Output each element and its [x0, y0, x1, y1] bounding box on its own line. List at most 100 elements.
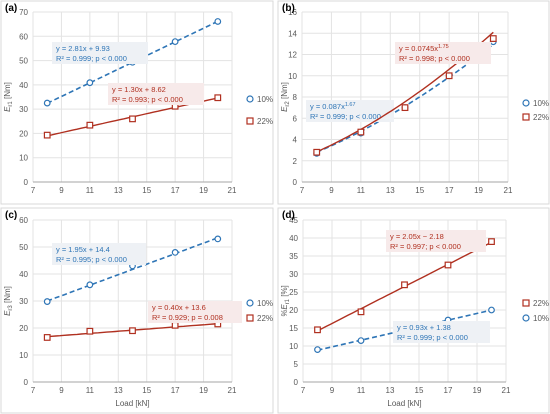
equation-box — [306, 100, 394, 122]
y-tick-label: 40 — [19, 81, 28, 90]
x-tick-label: 21 — [504, 186, 513, 195]
x-tick-label: 11 — [86, 386, 95, 395]
chart-panel-3: 0 5 10 15 20 25 30 35 40 45 7 9 11 13 15 17 19 21 (d) %Er1 … — [277, 207, 550, 414]
equation-text: y = 1.30x + 8.62 — [112, 85, 166, 94]
data-point — [489, 35, 497, 42]
y-axis-label-subscript: r3 — [8, 305, 14, 311]
y-tick-label: 30 — [19, 297, 28, 306]
equation-box — [386, 230, 486, 252]
data-point — [214, 18, 222, 25]
y-axis-label-unit: [Nm] — [280, 82, 289, 101]
y-tick-label: 35 — [289, 252, 298, 261]
x-tick-label: 13 — [386, 186, 395, 195]
x-tick-label: 11 — [357, 386, 366, 395]
equation-exponent: 1.67 — [345, 102, 356, 108]
y-axis-label-unit: [Nm] — [3, 82, 12, 101]
y-axis-label-subscript: r1 — [8, 101, 14, 107]
y-tick-label: 40 — [19, 270, 28, 279]
x-tick-label: 9 — [329, 186, 334, 195]
equation-main: y = 0.0745x — [399, 44, 438, 53]
equation-box — [148, 301, 242, 323]
x-tick-label: 21 — [228, 386, 237, 395]
chart-panel-0: 0 10 20 30 40 50 60 70 7 9 11 13 15 17 19 21 (a) Er1 [Nm]… — [0, 0, 274, 205]
data-point — [86, 327, 94, 335]
y-axis-label-subscript: r1 — [285, 298, 291, 304]
data-point — [43, 99, 51, 107]
y-tick-label: 12 — [288, 51, 297, 60]
data-point — [43, 131, 51, 139]
y-axis-label: %Er1 [%] — [280, 285, 291, 317]
legend-label: 10% — [533, 314, 549, 323]
r2-text: R² = 0.999; p < 0.000 — [397, 333, 468, 342]
x-tick-label: 19 — [474, 186, 483, 195]
x-tick-label: 17 — [171, 186, 180, 195]
x-tick-label: 13 — [114, 186, 123, 195]
x-tick-label: 21 — [502, 386, 511, 395]
x-tick-label: 17 — [445, 186, 454, 195]
y-axis-label: Er1 [Nm] — [3, 82, 14, 112]
legend-marker — [522, 299, 530, 307]
panel-label: (c) — [5, 210, 17, 221]
x-tick-label: 11 — [86, 186, 95, 195]
data-point — [314, 346, 321, 354]
equation-text: y = 0.93x + 1.38 — [397, 323, 451, 332]
equation-box — [395, 42, 491, 64]
data-point — [43, 334, 51, 341]
legend-marker — [522, 113, 530, 121]
y-tick-label: 0 — [24, 178, 29, 187]
panel-label: (a) — [5, 3, 17, 14]
legend-label: 22% — [533, 113, 549, 122]
equation-text: y = 0.40x + 13.6 — [152, 303, 206, 312]
y-tick-label: 20 — [19, 324, 28, 333]
data-point — [171, 248, 179, 256]
x-tick-label: 7 — [31, 186, 36, 195]
y-tick-label: 2 — [293, 157, 298, 166]
data-point — [214, 94, 222, 102]
x-tick-label: 17 — [444, 386, 453, 395]
equation-main: y = 0.93x + 1.38 — [397, 323, 451, 332]
y-axis-label-unit: [Nm] — [3, 286, 12, 305]
equation-text: y = 1.95x + 14.4 — [56, 245, 110, 254]
data-point — [401, 281, 408, 289]
y-tick-label: 30 — [19, 105, 28, 114]
x-tick-label: 7 — [31, 386, 36, 395]
data-point — [313, 148, 321, 156]
x-tick-label: 7 — [300, 186, 305, 195]
y-axis-label-main: %E — [280, 304, 289, 317]
y-tick-label: 60 — [19, 32, 28, 41]
r2-text: R² = 0.999; p < 0.000 — [310, 112, 381, 121]
x-tick-label: 9 — [330, 386, 335, 395]
x-axis-label: Load [kN] — [115, 399, 149, 408]
y-tick-label: 10 — [288, 72, 297, 81]
r2-text: R² = 0.999; p < 0.000 — [56, 54, 127, 63]
x-tick-label: 19 — [473, 386, 482, 395]
y-tick-label: 50 — [19, 243, 28, 252]
data-point — [129, 115, 136, 123]
legend-marker — [522, 314, 530, 322]
x-tick-label: 13 — [114, 386, 123, 395]
equation-main: y = 0.40x + 13.6 — [152, 303, 206, 312]
y-axis-label-subscript: r2 — [285, 101, 291, 107]
x-tick-label: 7 — [301, 386, 306, 395]
equation-box — [52, 243, 146, 265]
legend-label: 22% — [533, 299, 549, 308]
data-point — [171, 38, 179, 46]
data-point — [214, 235, 222, 243]
equation-main: y = 2.05x − 2.18 — [390, 232, 444, 241]
legend-label: 22% — [257, 117, 273, 126]
x-tick-label: 11 — [357, 186, 366, 195]
equation-exponent: 1.75 — [438, 44, 449, 50]
legend-label: 10% — [257, 299, 273, 308]
equation-main: y = 1.30x + 8.62 — [112, 85, 166, 94]
y-tick-label: 45 — [289, 216, 298, 225]
y-tick-label: 16 — [288, 8, 297, 17]
r2-text: R² = 0.995; p < 0.000 — [56, 255, 127, 264]
y-tick-label: 10 — [19, 154, 28, 163]
data-point — [488, 238, 495, 246]
y-tick-label: 6 — [293, 114, 298, 123]
data-point — [43, 298, 51, 305]
x-tick-label: 15 — [142, 186, 151, 195]
y-axis-label: Er2 [Nm] — [280, 82, 291, 112]
data-point — [314, 326, 321, 334]
y-tick-label: 60 — [19, 216, 28, 225]
